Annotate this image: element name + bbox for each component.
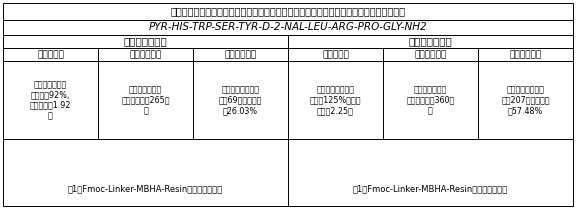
Bar [3,35,288,48]
Text: 利脂肽比原投料树
脂增重125%，得到
利脂肽2.25克: 利脂肽比原投料树 脂增重125%，得到 利脂肽2.25克 [310,85,361,115]
Bar [288,61,383,139]
Text: 多肽纯品收率: 多肽纯品收率 [509,50,541,59]
Bar [478,61,573,139]
Text: 以1克Fmoc-Linker-MBHA-Resin树脂为实验基数: 以1克Fmoc-Linker-MBHA-Resin树脂为实验基数 [353,185,508,194]
Bar [288,48,383,61]
Text: 利用上述切割方
法，得到粗品360毫
克: 利用上述切割方 法，得到粗品360毫 克 [407,85,454,115]
Text: 经纯化浓缩后得到
纯品69毫克，收率
为26.03%: 经纯化浓缩后得到 纯品69毫克，收率 为26.03% [219,85,262,115]
Text: 利脂肽收率: 利脂肽收率 [37,50,64,59]
Bar [193,61,288,139]
Text: 利脂肽比原投料
树脂增重92%,
得到利脂肽1.92
克: 利脂肽比原投料 树脂增重92%, 得到利脂肽1.92 克 [30,80,71,120]
Bar [288,139,573,206]
Text: 利用上述切割方
法，得到粗品265毫
克: 利用上述切割方 法，得到粗品265毫 克 [122,85,170,115]
Bar [3,48,98,61]
Bar [3,61,98,139]
Text: 微波固相合成法: 微波固相合成法 [408,37,452,46]
Text: 以1克Fmoc-Linker-MBHA-Resin树脂为实验基数: 以1克Fmoc-Linker-MBHA-Resin树脂为实验基数 [68,185,223,194]
Bar [3,20,573,35]
Bar [288,35,573,48]
Bar [193,48,288,61]
Text: PYR-HIS-TRP-SER-TYR-D-2-NAL-LEU-ARG-PRO-GLY-NH2: PYR-HIS-TRP-SER-TYR-D-2-NAL-LEU-ARG-PRO-… [149,23,427,33]
Text: 利脂肽收率: 利脂肽收率 [322,50,349,59]
Text: 普通固相合成法合成那法瑞林十肽利脂与利用微波固相合成法合成那法瑞林十肽利脂的收率: 普通固相合成法合成那法瑞林十肽利脂与利用微波固相合成法合成那法瑞林十肽利脂的收率 [170,6,406,17]
Bar [98,48,193,61]
Text: 普通固相合成法: 普通固相合成法 [124,37,168,46]
Bar [383,61,478,139]
Bar [3,139,288,206]
Text: 多肽粗品收率: 多肽粗品收率 [130,50,162,59]
Text: 多肽粗品收率: 多肽粗品收率 [414,50,446,59]
Bar [98,61,193,139]
Text: 多肽纯品收率: 多肽纯品收率 [225,50,257,59]
Text: 经纯化浓缩后得到
纯品207毫克，收率
为57.48%: 经纯化浓缩后得到 纯品207毫克，收率 为57.48% [501,85,550,115]
Bar [478,48,573,61]
Bar [3,3,573,20]
Bar [383,48,478,61]
